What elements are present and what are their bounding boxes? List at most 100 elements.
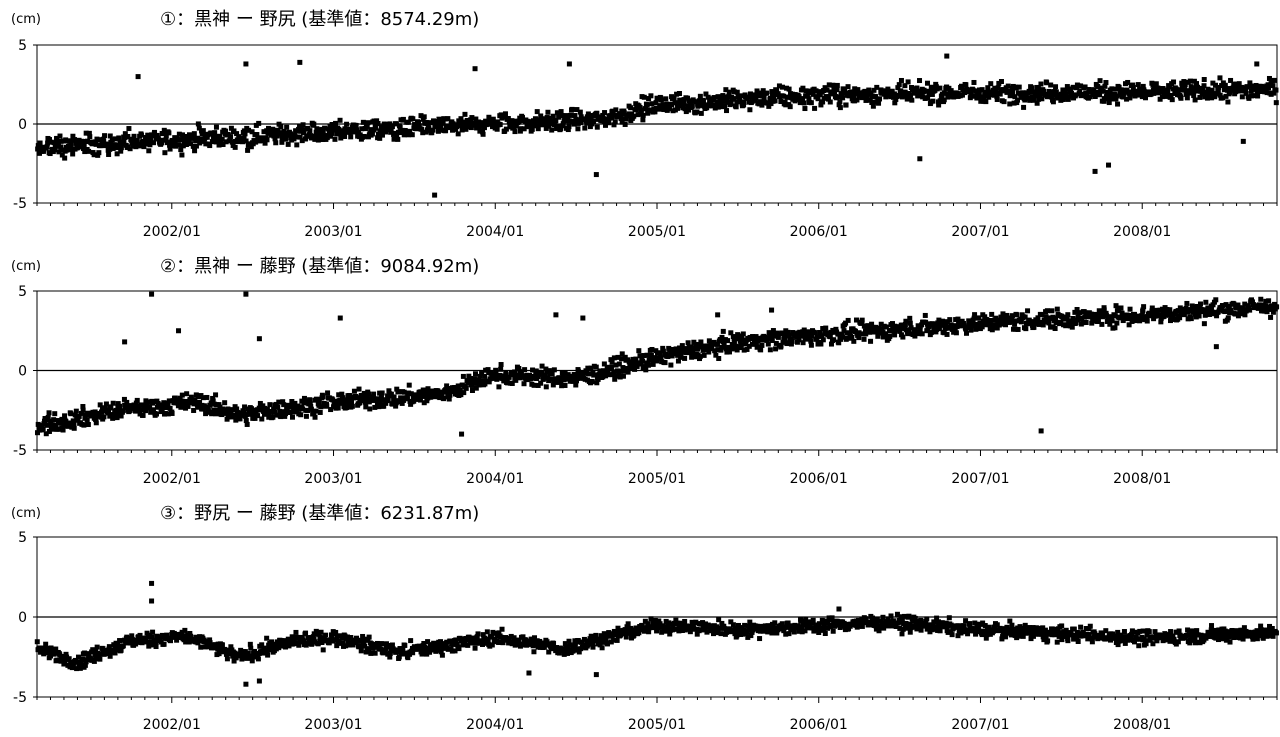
data-point	[1032, 93, 1038, 99]
data-point	[622, 121, 628, 127]
data-point	[546, 649, 552, 655]
data-point	[622, 368, 628, 374]
data-point	[390, 401, 396, 407]
data-point	[773, 340, 779, 346]
data-point	[298, 125, 304, 131]
data-point	[309, 641, 315, 647]
data-point	[842, 86, 848, 92]
data-point	[535, 123, 541, 129]
data-point	[687, 629, 693, 635]
data-point	[1204, 95, 1210, 101]
data-point	[883, 324, 889, 330]
data-point	[562, 641, 568, 647]
data-point	[421, 641, 427, 647]
data-point	[66, 656, 72, 662]
data-point	[387, 650, 393, 656]
data-point	[97, 656, 103, 662]
outlier-point	[149, 291, 155, 297]
data-point	[397, 646, 403, 652]
data-point	[1013, 85, 1019, 91]
data-point	[1228, 307, 1234, 313]
data-point	[534, 109, 540, 115]
data-point	[427, 120, 433, 126]
data-point	[878, 321, 884, 327]
data-point	[62, 155, 68, 161]
data-point	[929, 627, 935, 633]
data-point	[180, 143, 186, 149]
data-point	[732, 625, 738, 631]
data-point	[641, 353, 647, 359]
data-point	[276, 645, 282, 651]
data-point	[907, 629, 913, 635]
data-point	[829, 615, 835, 621]
data-point	[1087, 314, 1093, 320]
data-point	[907, 621, 913, 627]
data-point	[797, 329, 803, 335]
data-point	[80, 139, 86, 145]
data-point	[462, 640, 468, 646]
data-point	[1126, 322, 1132, 328]
data-point	[368, 650, 374, 656]
data-point	[473, 385, 479, 391]
data-point	[116, 135, 122, 141]
data-point	[275, 641, 281, 647]
data-point	[228, 134, 234, 140]
data-point	[893, 623, 899, 629]
data-point	[804, 336, 810, 342]
data-point	[198, 644, 204, 650]
data-point	[890, 321, 896, 327]
data-point	[188, 141, 194, 147]
data-point	[408, 638, 414, 644]
data-point	[131, 133, 137, 139]
data-point	[912, 333, 918, 339]
data-point	[333, 120, 339, 126]
data-point	[439, 391, 445, 397]
data-point	[469, 115, 475, 121]
data-point	[598, 370, 604, 376]
data-point	[982, 89, 988, 95]
data-point	[383, 400, 389, 406]
data-point	[427, 649, 433, 655]
data-point	[894, 611, 900, 617]
data-point	[141, 402, 147, 408]
data-point	[224, 656, 230, 662]
data-point	[611, 122, 617, 128]
data-point	[76, 144, 82, 150]
data-point	[621, 631, 627, 637]
x-tick-label: 2007/01	[951, 471, 1009, 487]
data-point	[270, 414, 276, 420]
data-point	[406, 390, 412, 396]
data-point	[996, 317, 1002, 323]
data-point	[1205, 86, 1211, 92]
x-tick-label: 2003/01	[304, 717, 362, 733]
data-point	[123, 404, 129, 410]
data-point	[746, 343, 752, 349]
data-point	[1219, 83, 1225, 89]
data-point	[129, 636, 135, 642]
data-point	[66, 420, 72, 426]
data-point	[979, 324, 985, 330]
data-point	[350, 642, 356, 648]
data-point	[60, 653, 66, 659]
data-point	[338, 400, 344, 406]
data-point	[918, 617, 924, 623]
data-point	[543, 384, 549, 390]
data-point	[992, 85, 998, 91]
data-point	[549, 371, 555, 377]
data-point	[496, 375, 502, 381]
data-point	[854, 97, 860, 103]
data-point	[1213, 297, 1219, 303]
data-point	[209, 139, 215, 145]
data-point	[663, 96, 669, 102]
data-point	[97, 402, 103, 408]
data-point	[488, 121, 494, 127]
data-point	[209, 411, 215, 417]
data-point	[307, 401, 313, 407]
data-point	[1094, 313, 1100, 319]
data-point	[574, 375, 580, 381]
data-point	[64, 147, 70, 153]
data-point	[648, 616, 654, 622]
data-point	[378, 395, 384, 401]
data-point	[810, 617, 816, 623]
data-point	[775, 91, 781, 97]
